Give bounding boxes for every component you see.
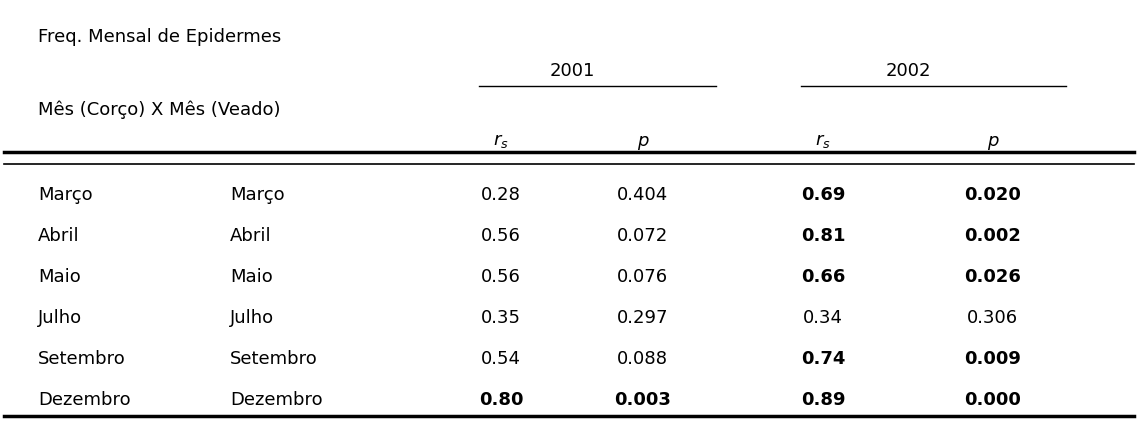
Text: 0.076: 0.076 xyxy=(617,268,668,286)
Text: Abril: Abril xyxy=(230,227,272,245)
Text: 0.69: 0.69 xyxy=(801,186,846,204)
Text: Mês (Corço) X Mês (Veado): Mês (Corço) X Mês (Veado) xyxy=(38,100,281,119)
Text: p: p xyxy=(637,133,649,150)
Text: Maio: Maio xyxy=(38,268,81,286)
Text: 0.026: 0.026 xyxy=(964,268,1021,286)
Text: 0.35: 0.35 xyxy=(481,309,521,327)
Text: 0.072: 0.072 xyxy=(617,227,668,245)
Text: Setembro: Setembro xyxy=(38,350,126,368)
Text: 0.404: 0.404 xyxy=(617,186,668,204)
Text: Freq. Mensal de Epidermes: Freq. Mensal de Epidermes xyxy=(38,28,281,46)
Text: Dezembro: Dezembro xyxy=(38,391,131,409)
Text: Setembro: Setembro xyxy=(230,350,318,368)
Text: 0.306: 0.306 xyxy=(967,309,1019,327)
Text: 2002: 2002 xyxy=(885,62,931,80)
Text: Julho: Julho xyxy=(38,309,82,327)
Text: 2001: 2001 xyxy=(550,62,594,80)
Text: 0.56: 0.56 xyxy=(481,268,521,286)
Text: 0.56: 0.56 xyxy=(481,227,521,245)
Text: Maio: Maio xyxy=(230,268,273,286)
Text: 0.28: 0.28 xyxy=(481,186,521,204)
Text: r$_s$: r$_s$ xyxy=(493,133,509,150)
Text: 0.297: 0.297 xyxy=(617,309,668,327)
Text: r$_s$: r$_s$ xyxy=(815,133,831,150)
Text: Dezembro: Dezembro xyxy=(230,391,323,409)
Text: 0.81: 0.81 xyxy=(801,227,846,245)
Text: Julho: Julho xyxy=(230,309,274,327)
Text: 0.009: 0.009 xyxy=(964,350,1021,368)
Text: 0.34: 0.34 xyxy=(803,309,843,327)
Text: 0.66: 0.66 xyxy=(801,268,846,286)
Text: 0.80: 0.80 xyxy=(479,391,523,409)
Text: p: p xyxy=(987,133,998,150)
Text: 0.54: 0.54 xyxy=(481,350,521,368)
Text: 0.74: 0.74 xyxy=(801,350,846,368)
Text: Março: Março xyxy=(38,186,92,204)
Text: 0.89: 0.89 xyxy=(801,391,846,409)
Text: 0.088: 0.088 xyxy=(617,350,668,368)
Text: 0.003: 0.003 xyxy=(615,391,671,409)
Text: Março: Março xyxy=(230,186,284,204)
Text: 0.020: 0.020 xyxy=(964,186,1021,204)
Text: Abril: Abril xyxy=(38,227,80,245)
Text: 0.002: 0.002 xyxy=(964,227,1021,245)
Text: 0.000: 0.000 xyxy=(964,391,1021,409)
